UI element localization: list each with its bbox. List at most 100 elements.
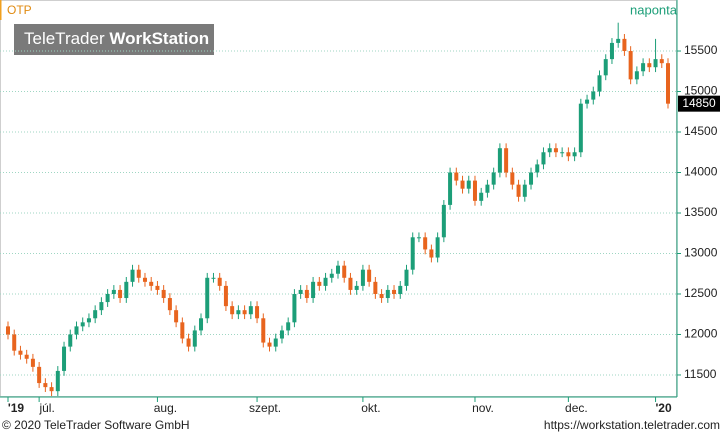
candle-body [541, 152, 546, 165]
candle-body [634, 71, 639, 80]
x-tick-label: '20 [655, 401, 672, 415]
candle-body [149, 281, 154, 286]
y-tick-label: 14500 [684, 124, 718, 138]
y-tick-label: 15500 [684, 43, 718, 57]
candle-body [572, 152, 577, 157]
candle-body [24, 354, 29, 359]
candle-body [37, 366, 42, 384]
candle-body [279, 330, 284, 339]
candle-body [653, 59, 658, 68]
candle-body [124, 281, 129, 299]
candle-body [597, 75, 602, 92]
candle-body [342, 265, 347, 278]
candle-body [93, 310, 98, 319]
candle-body [497, 148, 502, 173]
chart-title: OTP [7, 3, 32, 17]
candle-body [12, 334, 17, 351]
x-tick-label: nov. [472, 401, 494, 415]
candle-body [354, 285, 359, 290]
candle-body [373, 281, 378, 294]
candle-body [255, 306, 260, 319]
candle-body [118, 289, 123, 299]
candle-body [510, 172, 515, 185]
candle-body [49, 387, 54, 392]
watermark-box [14, 24, 214, 55]
candle-body [186, 338, 191, 347]
candle-body [74, 326, 79, 335]
candle-body [367, 269, 372, 282]
candle-body [348, 277, 353, 290]
candle-body [472, 180, 477, 201]
candle-body [205, 277, 210, 319]
candle-body [647, 63, 652, 68]
candle-body [585, 99, 590, 104]
candle-body [267, 342, 272, 347]
candle-body [504, 148, 509, 173]
candle-body [18, 350, 23, 355]
candle-body [603, 59, 608, 76]
candle-body [659, 59, 664, 64]
candle-body [242, 310, 247, 315]
candle-body [155, 285, 160, 290]
candle-body [435, 237, 440, 258]
candle-body [86, 318, 91, 323]
candle-body [578, 103, 583, 153]
x-tick-label: '19 [8, 401, 25, 415]
candle-body [223, 285, 228, 307]
candle-body [174, 310, 179, 323]
x-tick-label: aug. [154, 401, 177, 415]
watermark-bold: WorkStation [109, 29, 209, 48]
candle-body [379, 293, 384, 299]
candle-body [441, 204, 446, 238]
candle-body [591, 91, 596, 100]
footer-copyright: © 2020 TeleTrader Software GmbH [2, 418, 190, 432]
y-tick-label: 12000 [684, 327, 718, 341]
candle-body [609, 42, 614, 60]
watermark-light: TeleTrader [24, 29, 105, 48]
candle-body [43, 383, 48, 388]
y-tick-label: 12500 [684, 286, 718, 300]
candle-body [55, 370, 60, 392]
candle-body [566, 152, 571, 157]
candle-body [230, 306, 235, 315]
candle-body [298, 289, 303, 294]
y-tick-label: 15000 [684, 84, 718, 98]
candle-body [142, 277, 147, 282]
candle-body [261, 318, 266, 343]
candle-body [360, 269, 365, 286]
candle-body [311, 281, 316, 299]
candle-body [666, 63, 670, 104]
candle-body [105, 293, 110, 303]
candle-body [6, 326, 10, 335]
candle-body [522, 184, 527, 197]
candle-body [392, 289, 397, 294]
y-tick-label: 11500 [684, 367, 717, 381]
candle-body [30, 358, 35, 367]
candle-body [161, 289, 166, 299]
candle-body [80, 322, 85, 327]
candle-body [111, 289, 116, 294]
x-tick-label: dec. [565, 401, 588, 415]
x-tick-label: szept. [249, 401, 281, 415]
candle-body [429, 249, 434, 258]
candle-body [248, 306, 253, 315]
candle-body [553, 148, 558, 153]
candle-body [423, 237, 428, 250]
candle-body [336, 265, 340, 274]
candle-body [217, 277, 222, 286]
candle-body [192, 330, 197, 347]
candle-body [491, 172, 496, 185]
candle-body [547, 148, 552, 153]
candle-body [398, 285, 403, 294]
candle-body [616, 38, 621, 43]
candle-body [329, 273, 334, 278]
candle-body [560, 152, 565, 154]
candle-body [68, 334, 73, 347]
candle-body [286, 322, 291, 331]
x-tick-label: okt. [361, 401, 380, 415]
candle-body [479, 192, 484, 201]
last-price-label: 14850 [682, 96, 716, 110]
candle-body [622, 38, 627, 52]
candle-body [136, 269, 141, 278]
